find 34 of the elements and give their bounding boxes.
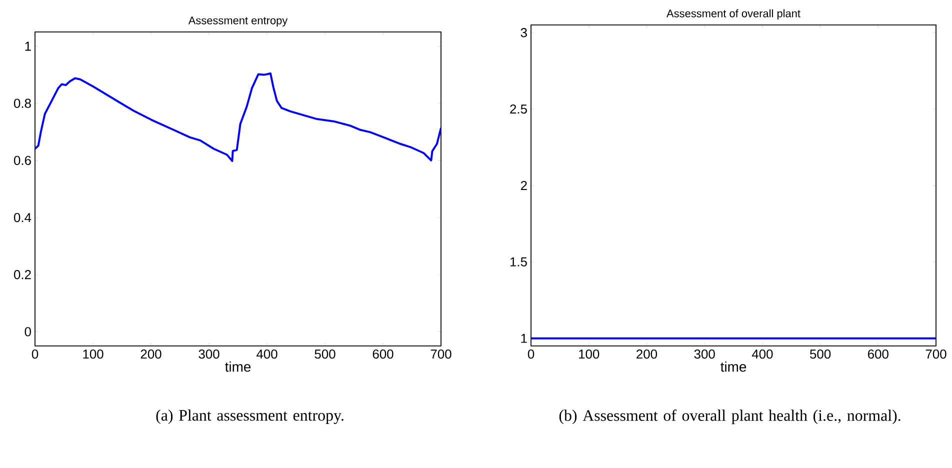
y-tick-label: 0 <box>24 327 31 336</box>
y-tick-label: 1.5 <box>510 257 527 266</box>
chart-title: Assessment of overall plant <box>666 9 800 20</box>
y-tick-label: 0.4 <box>14 212 32 222</box>
x-tick-label: 200 <box>140 350 162 359</box>
x-tick-label: 0 <box>32 350 38 359</box>
x-tick-label: 400 <box>256 350 278 359</box>
y-tick-label: 2.5 <box>510 104 527 114</box>
x-tick-label: 600 <box>868 350 888 359</box>
y-tick-label: 1 <box>521 334 527 343</box>
x-tick-label: 600 <box>372 350 394 359</box>
y-tick-label: 3 <box>520 28 527 38</box>
y-tick-label: 0.2 <box>14 270 31 280</box>
x-tick-label: 500 <box>810 350 831 359</box>
chart-title: Assessment entropy <box>188 16 288 26</box>
y-tick-label: 0.8 <box>14 98 31 108</box>
y-tick-label: 1 <box>25 42 31 51</box>
x-tick-label: 100 <box>579 350 600 359</box>
x-axis-title: time <box>720 362 746 372</box>
x-tick-label: 700 <box>926 350 946 359</box>
x-tick-label: 500 <box>314 350 336 359</box>
text: (a) Plant assessment entropy. <box>156 410 344 424</box>
x-tick-label: 700 <box>430 350 452 359</box>
x-tick-label: 100 <box>83 350 104 359</box>
x-tick-label: 0 <box>528 350 534 359</box>
x-axis-title: time <box>225 362 251 372</box>
x-tick-label: 200 <box>636 350 658 359</box>
text: (b) Assessment of overall plant health (i.e., normal). <box>559 410 900 424</box>
y-tick-label: 0.6 <box>14 156 31 166</box>
line-series <box>35 72 442 162</box>
x-tick-label: 400 <box>752 350 773 359</box>
x-tick-label: 300 <box>694 350 715 359</box>
x-tick-label: 300 <box>198 350 220 359</box>
y-tick-label: 2 <box>520 180 527 190</box>
